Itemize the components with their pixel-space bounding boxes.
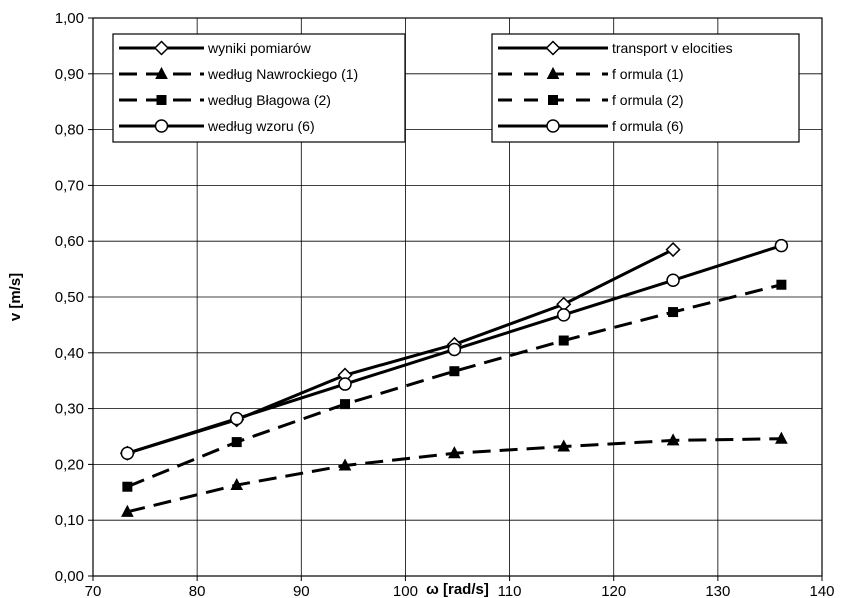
series-line <box>126 248 674 455</box>
legend-marker-diamond <box>545 40 561 56</box>
legend-marker-triangle <box>546 66 560 79</box>
series-group <box>119 238 789 517</box>
data-point-square <box>122 481 133 492</box>
data-point-diamond <box>665 242 681 258</box>
data-point-square <box>449 366 460 377</box>
data-point-circle <box>666 273 680 288</box>
axis-ticks: 70 80 90 100 110 120 130 140 0,00 0,10 0,20 0,30 0,4… <box>55 10 835 598</box>
data-point-triangle <box>121 504 134 517</box>
data-point-square <box>340 399 351 410</box>
series-3 <box>120 238 789 460</box>
data-point-circle <box>338 377 352 391</box>
y-tick-label: 1,00 <box>55 10 84 27</box>
legend-marker-triangle <box>155 66 168 79</box>
data-point-triangle <box>230 477 244 491</box>
data-point-triangle <box>338 458 352 471</box>
x-tick-label: 100 <box>393 583 418 598</box>
y-tick-label: 0,20 <box>55 456 84 473</box>
series-2 <box>122 279 787 492</box>
legend-marker-square <box>548 95 558 105</box>
legend-label: według wzoru (6) <box>207 118 315 134</box>
data-point-circle <box>229 411 244 426</box>
x-tick-label: 70 <box>85 583 102 598</box>
x-tick-label: 120 <box>601 583 626 598</box>
legend-marker-square <box>156 95 167 105</box>
legend-marker-diamond <box>153 40 170 56</box>
data-point-circle <box>120 446 135 460</box>
y-tick-label: 0,40 <box>55 345 84 362</box>
x-tick-label: 90 <box>293 583 310 598</box>
y-tick-label: 0,70 <box>55 177 84 194</box>
series-1 <box>121 431 788 517</box>
y-tick-label: 0,90 <box>55 66 84 83</box>
x-tick-label: 110 <box>498 583 522 598</box>
data-point-circle <box>774 238 789 253</box>
legend-label: według Błagowa (2) <box>207 92 331 108</box>
data-point-triangle <box>666 433 680 446</box>
y-tick-label: 0,00 <box>55 568 84 585</box>
x-axis-title: ω [rad/s] <box>426 581 489 598</box>
data-point-triangle <box>557 439 571 452</box>
data-point-square <box>776 279 787 290</box>
y-tick-label: 0,60 <box>55 233 84 250</box>
x-tick-label: 80 <box>189 583 206 598</box>
y-tick-label: 0,30 <box>55 401 84 418</box>
data-point-square <box>558 335 569 346</box>
data-point-circle <box>447 342 462 357</box>
legend-marker-circle <box>154 119 169 133</box>
y-tick-label: 0,80 <box>55 122 84 139</box>
data-point-square <box>231 437 242 448</box>
legend-polish: wyniki pomiarów według Nawrockiego (1) wed… <box>112 33 406 143</box>
legend-label: według Nawrockiego (1) <box>207 66 358 82</box>
x-tick-label: 140 <box>809 583 834 598</box>
legend-label: f ormula (6) <box>612 118 684 134</box>
x-tick-label: 130 <box>705 583 730 598</box>
legend-marker-circle <box>546 119 560 133</box>
legend-box <box>491 33 800 143</box>
data-point-triangle <box>448 446 461 459</box>
y-tick-label: 0,50 <box>55 289 84 306</box>
legend-label: wyniki pomiarów <box>207 40 312 56</box>
y-axis-title: v [m/s] <box>7 273 24 321</box>
y-tick-label: 0,10 <box>55 512 84 529</box>
legend-label: f ormula (1) <box>612 66 684 82</box>
legend-label: transport v elocities <box>612 40 733 56</box>
legend-label: f ormula (2) <box>612 92 684 108</box>
legend-english: transport v elocities f ormula (1) f ormul… <box>491 33 800 143</box>
data-point-square <box>668 307 679 318</box>
data-point-circle <box>556 308 571 322</box>
data-point-triangle <box>775 431 788 444</box>
